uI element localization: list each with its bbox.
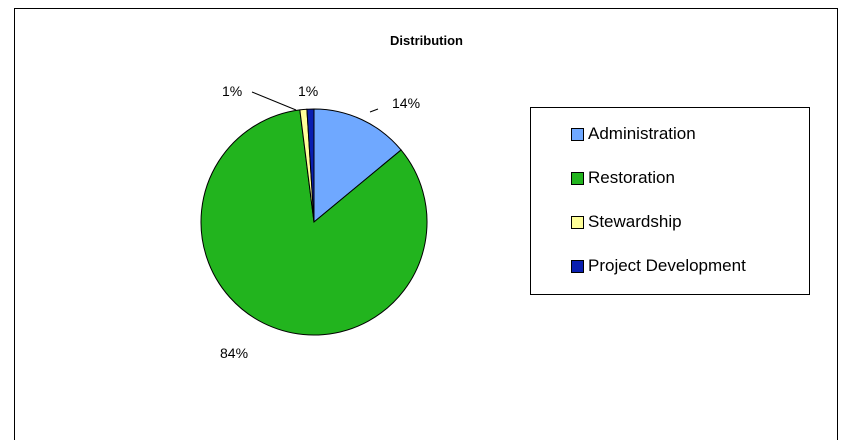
- legend-swatch: [571, 259, 584, 273]
- chart-title: Distribution: [390, 33, 463, 48]
- data-label-restoration: 84%: [220, 345, 248, 361]
- legend-label: Restoration: [588, 168, 675, 187]
- legend-label: Project Development: [588, 256, 746, 275]
- chart-frame: [14, 8, 838, 440]
- legend-swatch: [571, 171, 584, 185]
- leader-line-stewardship: [251, 91, 297, 111]
- legend-item-project-development: Project Development: [571, 256, 746, 276]
- pie-slice-administration: [313, 108, 402, 224]
- pie-slice-project-development: [306, 108, 315, 223]
- data-label-project-development: 1%: [298, 83, 318, 99]
- data-label-stewardship: 1%: [222, 83, 242, 99]
- legend-item-administration: Administration: [571, 124, 696, 144]
- legend-label: Stewardship: [588, 212, 682, 231]
- legend-item-restoration: Restoration: [571, 168, 675, 188]
- data-label-administration: 14%: [392, 95, 420, 111]
- legend-label: Administration: [588, 124, 696, 143]
- legend-swatch: [571, 215, 584, 229]
- pie-slice-restoration: [200, 109, 428, 336]
- legend-swatch: [571, 127, 584, 141]
- chart-legend: Administration Restoration Stewardship Proj…: [530, 107, 810, 295]
- legend-item-stewardship: Stewardship: [571, 212, 682, 232]
- leader-line-administration: [369, 108, 379, 113]
